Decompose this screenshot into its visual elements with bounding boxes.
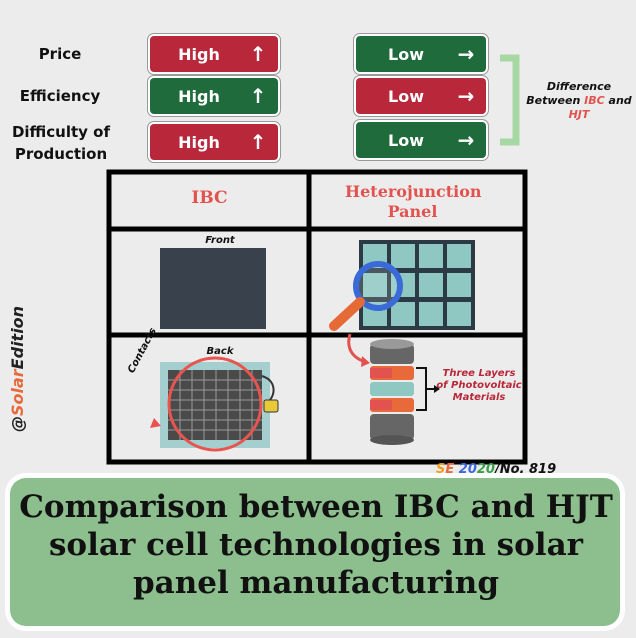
column-header-hjt: Heterojunction Panel (345, 182, 482, 221)
bracket-note-line1: Difference (546, 80, 612, 93)
title-banner (10, 478, 620, 626)
hjt-price-value: Low (388, 44, 424, 64)
bracket-note-ibc: IBC (584, 94, 605, 107)
ibc-difficulty-pill: High ↑ (150, 124, 278, 160)
bracket-note-line2: Between IBC and (524, 94, 634, 108)
watermark-solar-edition: @SolarEdition (8, 306, 27, 432)
issue-year-b: 20 (476, 462, 495, 477)
hjt-difficulty-value: Low (388, 130, 424, 150)
hjt-difficulty-pill: Low → (356, 122, 486, 158)
arrow-up-icon: ↑ (249, 84, 267, 108)
photovoltaic-layers-stack (370, 339, 440, 445)
three-layers-label: Three Layers of Photovoltaic Materials (436, 368, 522, 403)
arrow-up-icon: ↑ (249, 130, 267, 154)
back-label: Back (206, 346, 234, 357)
row-label-difficulty: Difficulty of Production (11, 123, 111, 163)
ibc-price-value: High (178, 44, 220, 64)
hjt-efficiency-value: Low (388, 86, 424, 106)
arrow-right-icon: → (457, 42, 475, 66)
watermark-solar: Solar (8, 369, 27, 416)
issue-s: S (436, 462, 446, 477)
banner-title: Comparison between IBC and HJT solar cel… (19, 489, 613, 601)
watermark-at: @ (8, 416, 27, 432)
column-header-ibc: IBC (191, 188, 228, 208)
ibc-price-pill: High ↑ (150, 36, 278, 72)
arrow-right-icon: → (457, 84, 475, 108)
hjt-price-pill: Low → (356, 36, 486, 72)
magnifying-glass-icon (329, 261, 403, 331)
arrow-right-icon: → (457, 128, 475, 152)
hjt-efficiency-pill: Low → (356, 78, 486, 114)
row-label-efficiency: Efficiency (19, 87, 101, 105)
comparison-table-grid (106, 169, 528, 465)
ibc-front-cell-image (160, 248, 266, 329)
bracket-icon (500, 54, 520, 146)
hjt-panel-image (359, 240, 475, 330)
ibc-difficulty-value: High (178, 132, 220, 152)
issue-e: E (445, 462, 455, 477)
issue-year-a: 20 (458, 462, 477, 477)
arrow-up-icon: ↑ (249, 42, 267, 66)
ibc-efficiency-value: High (178, 86, 220, 106)
bracket-note-and: and (604, 94, 632, 107)
bracket-note-between: Between (526, 94, 585, 107)
curved-arrow-icon (347, 333, 370, 367)
watermark-edition: Edition (8, 305, 27, 370)
row-label-price: Price (38, 45, 82, 63)
issue-number: /No. 819 (494, 462, 557, 477)
table-border (106, 169, 528, 465)
bracket-note: Difference Between IBC and HJT (524, 80, 634, 122)
ibc-back-image (150, 356, 279, 452)
issue-tag: SE 2020/No. 819 (436, 462, 556, 477)
bracket-note-hjt: HJT (568, 108, 590, 121)
ibc-efficiency-pill: High ↑ (150, 78, 278, 114)
front-label: Front (205, 235, 235, 246)
